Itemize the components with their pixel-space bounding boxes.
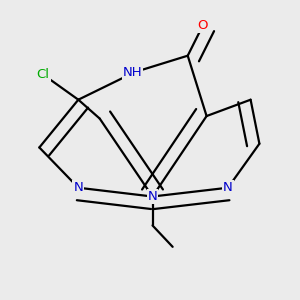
Text: N: N (223, 181, 233, 194)
Text: N: N (74, 181, 83, 194)
Text: Cl: Cl (37, 68, 50, 81)
Text: O: O (198, 19, 208, 32)
Text: NH: NH (123, 65, 142, 79)
Text: N: N (148, 190, 158, 203)
